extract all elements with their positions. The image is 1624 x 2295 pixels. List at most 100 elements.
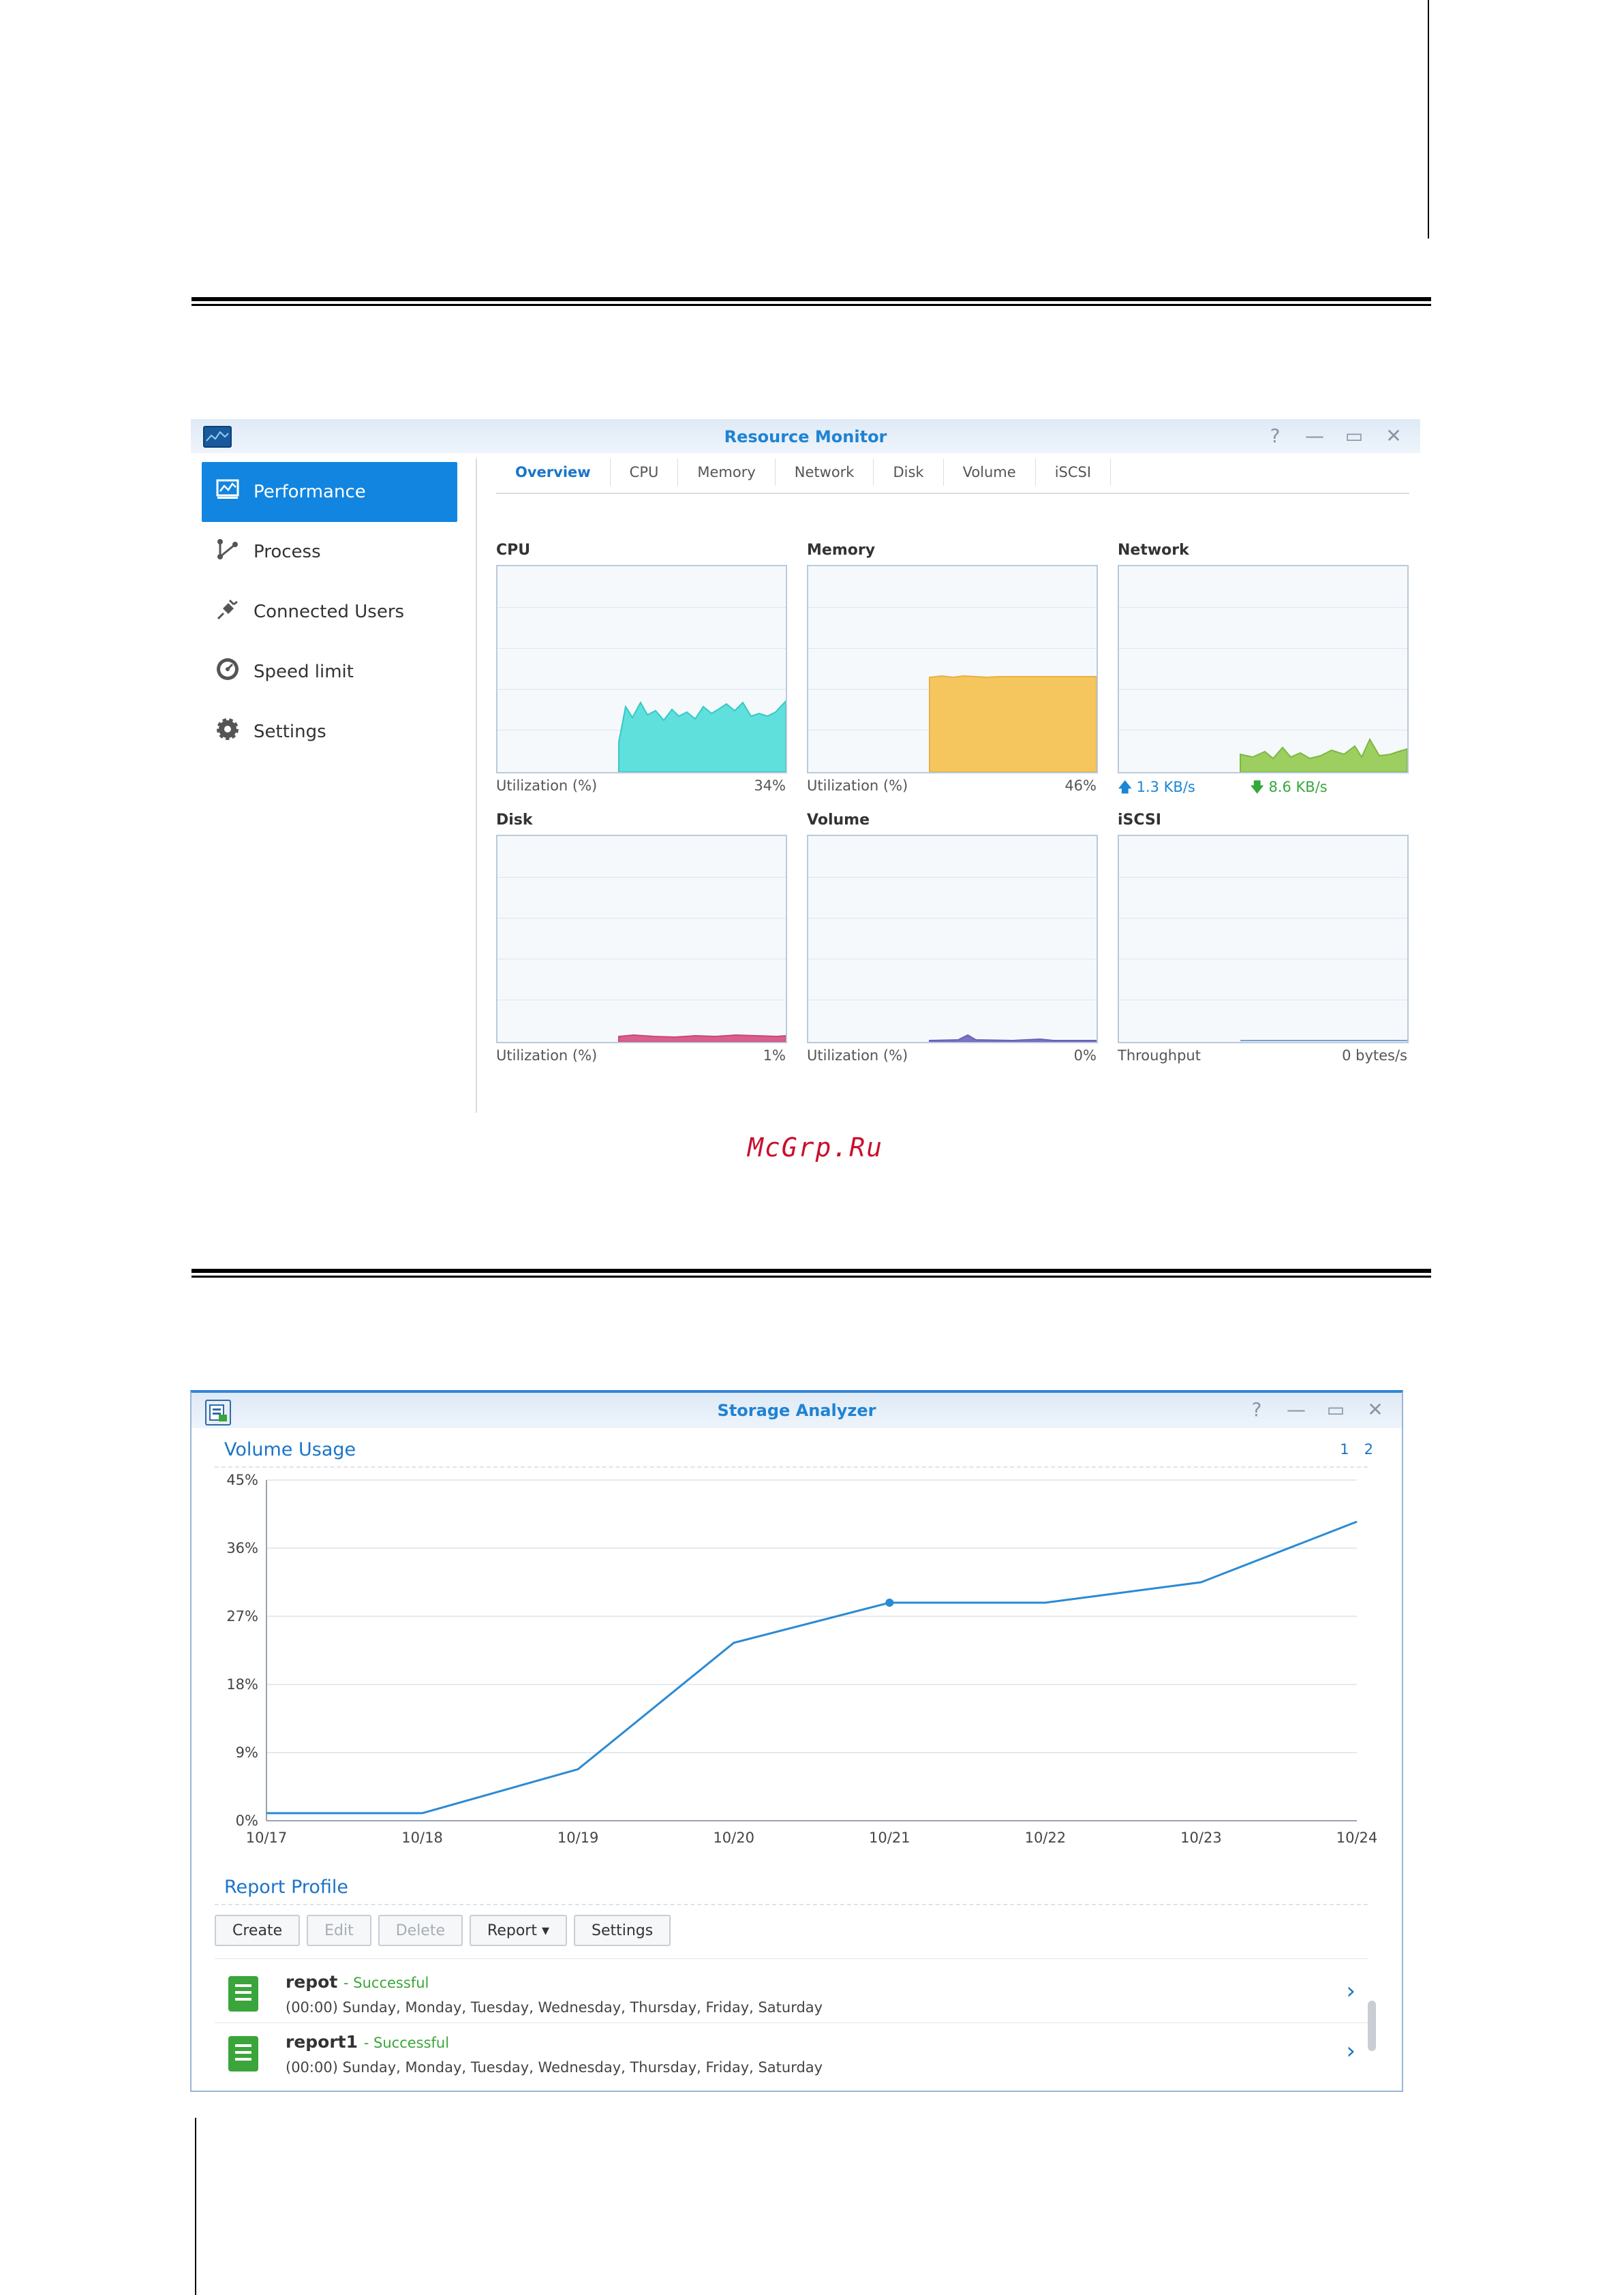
tab-cpu[interactable]: CPU xyxy=(611,459,679,486)
volume-panel[interactable]: Volume Utilization (%) 0% xyxy=(807,812,1098,1064)
page-1-link[interactable]: 1 xyxy=(1340,1441,1349,1458)
disk-graph xyxy=(496,835,787,1043)
iscsi-graph xyxy=(1118,835,1409,1043)
data-point xyxy=(885,1599,894,1607)
report-icon xyxy=(228,1976,258,2012)
page-selector: 1 2 xyxy=(1340,1441,1373,1458)
cpu-utilization-value: 34% xyxy=(754,777,786,794)
close-button[interactable]: ✕ xyxy=(1385,425,1402,447)
resource-monitor-sidebar: Performance Process Connected Users Spee… xyxy=(202,462,457,762)
network-upload-rate: 🡅 1.3 KB/s xyxy=(1118,777,1195,801)
download-rate-value: 8.6 KB/s xyxy=(1268,779,1328,795)
network-panel-title: Network xyxy=(1118,542,1189,559)
report-row-repot[interactable]: repot - Successful (00:00) Sunday, Monda… xyxy=(215,1964,1368,2024)
disk-foot-label: Utilization (%) xyxy=(496,1047,598,1064)
resource-monitor-tabs: Overview CPU Memory Network Disk Volume … xyxy=(496,459,1409,494)
y-tick-label: 9% xyxy=(236,1744,258,1761)
gear-icon xyxy=(213,717,243,747)
page-right-border xyxy=(1428,0,1429,238)
sidebar-item-process[interactable]: Process xyxy=(202,522,457,582)
report-row-report1[interactable]: report1 - Successful (00:00) Sunday, Mon… xyxy=(215,2024,1368,2084)
volume-usage-chart: 0% 9% 18% 27% 36% 45% 10/17 10/18 10/19 10/20 10/2… xyxy=(226,1473,1378,1846)
help-button[interactable]: ? xyxy=(1270,425,1281,447)
resource-monitor-app-icon xyxy=(203,426,232,448)
close-button[interactable]: ✕ xyxy=(1367,1398,1383,1421)
cpu-panel[interactable]: CPU Utilization (%) 34% xyxy=(496,542,787,794)
cpu-graph xyxy=(496,565,787,773)
speedometer-icon xyxy=(213,657,243,687)
volume-foot-label: Utilization (%) xyxy=(807,1047,908,1064)
delete-button[interactable]: Delete xyxy=(378,1915,463,1946)
page-2-link[interactable]: 2 xyxy=(1364,1441,1373,1458)
sidebar-item-speed-limit[interactable]: Speed limit xyxy=(202,642,457,702)
plug-icon xyxy=(213,598,243,626)
network-area xyxy=(1240,737,1407,772)
help-button[interactable]: ? xyxy=(1251,1398,1262,1421)
resource-monitor-titlebar: Resource Monitor ? — ▭ ✕ xyxy=(191,419,1420,453)
x-tick-label: 10/19 xyxy=(557,1830,599,1846)
tab-disk[interactable]: Disk xyxy=(874,459,944,486)
report-toolbar: Create Edit Delete Report ▾ Settings xyxy=(215,1915,671,1946)
minimize-button[interactable]: — xyxy=(1305,425,1324,447)
iscsi-foot-label: Throughput xyxy=(1118,1047,1201,1064)
storage-analyzer-titlebar: Storage Analyzer ? — ▭ ✕ xyxy=(191,1393,1402,1428)
tab-iscsi[interactable]: iSCSI xyxy=(1036,459,1112,486)
network-panel[interactable]: Network 🡅 1.3 KB/s 🡇 8.6 KB/s xyxy=(1118,542,1409,801)
network-download-rate: 🡇 8.6 KB/s xyxy=(1250,777,1328,801)
x-tick-label: 10/17 xyxy=(246,1830,288,1846)
report-list-scrollbar[interactable] xyxy=(1368,2001,1376,2051)
sidebar-item-label: Settings xyxy=(254,722,326,742)
edit-button[interactable]: Edit xyxy=(307,1915,371,1946)
sidebar-item-connected-users[interactable]: Connected Users xyxy=(202,582,457,642)
x-tick-label: 10/21 xyxy=(869,1830,910,1846)
report-dropdown-button[interactable]: Report ▾ xyxy=(470,1915,567,1946)
data-point xyxy=(733,1642,735,1644)
report-schedule: (00:00) Sunday, Monday, Tuesday, Wednesd… xyxy=(286,2059,823,2076)
iscsi-panel[interactable]: iSCSI Throughput 0 bytes/s xyxy=(1118,812,1409,1064)
chevron-right-icon[interactable]: › xyxy=(1346,1977,1355,2005)
report-status: - Successful xyxy=(343,1975,429,1991)
minimize-button[interactable]: — xyxy=(1287,1398,1306,1421)
y-tick-label: 45% xyxy=(226,1473,258,1488)
storage-analyzer-app-icon xyxy=(205,1400,231,1426)
sidebar-item-settings[interactable]: Settings xyxy=(202,702,457,762)
storage-analyzer-title: Storage Analyzer xyxy=(717,1401,876,1420)
cpu-panel-title: CPU xyxy=(496,542,531,559)
maximize-button[interactable]: ▭ xyxy=(1345,425,1364,447)
x-tick-label: 10/24 xyxy=(1336,1830,1378,1846)
disk-utilization-value: 1% xyxy=(763,1047,786,1064)
maximize-button[interactable]: ▭ xyxy=(1326,1398,1345,1421)
volume-utilization-value: 0% xyxy=(1073,1047,1097,1064)
tab-volume[interactable]: Volume xyxy=(944,459,1036,486)
chevron-right-icon[interactable]: › xyxy=(1346,2037,1355,2065)
x-tick-label: 10/18 xyxy=(401,1830,443,1846)
tab-overview[interactable]: Overview xyxy=(496,459,611,486)
memory-graph xyxy=(807,565,1098,773)
sidebar-divider xyxy=(476,459,477,1113)
tab-network[interactable]: Network xyxy=(776,459,874,486)
sidebar-item-label: Performance xyxy=(254,482,366,502)
memory-area xyxy=(929,675,1097,772)
upload-arrow-icon: 🡅 xyxy=(1118,779,1133,795)
memory-panel-title: Memory xyxy=(807,542,876,559)
row-divider xyxy=(215,2022,1368,2023)
page-left-border xyxy=(195,2118,196,2295)
tab-memory[interactable]: Memory xyxy=(678,459,776,486)
sidebar-item-performance[interactable]: Performance xyxy=(202,462,457,522)
sidebar-item-label: Connected Users xyxy=(254,602,405,622)
cpu-foot-label: Utilization (%) xyxy=(496,777,598,794)
volume-panel-title: Volume xyxy=(807,812,870,829)
volume-usage-line xyxy=(266,1520,1358,1815)
volume-usage-heading: Volume Usage xyxy=(224,1439,356,1460)
network-graph xyxy=(1118,565,1409,773)
memory-panel[interactable]: Memory Utilization (%) 46% xyxy=(807,542,1098,794)
cpu-area xyxy=(618,700,786,772)
resource-monitor-window: Resource Monitor ? — ▭ ✕ Performance Pro… xyxy=(191,419,1420,1114)
disk-panel[interactable]: Disk Utilization (%) 1% xyxy=(496,812,787,1064)
settings-button[interactable]: Settings xyxy=(573,1915,671,1946)
report-schedule: (00:00) Sunday, Monday, Tuesday, Wednesd… xyxy=(286,1999,823,2016)
create-button[interactable]: Create xyxy=(215,1915,301,1946)
report-name: report1 xyxy=(286,2032,358,2052)
volume-graph xyxy=(807,835,1098,1043)
storage-analyzer-window: Storage Analyzer ? — ▭ ✕ Volume Usage 1 … xyxy=(190,1390,1403,2092)
